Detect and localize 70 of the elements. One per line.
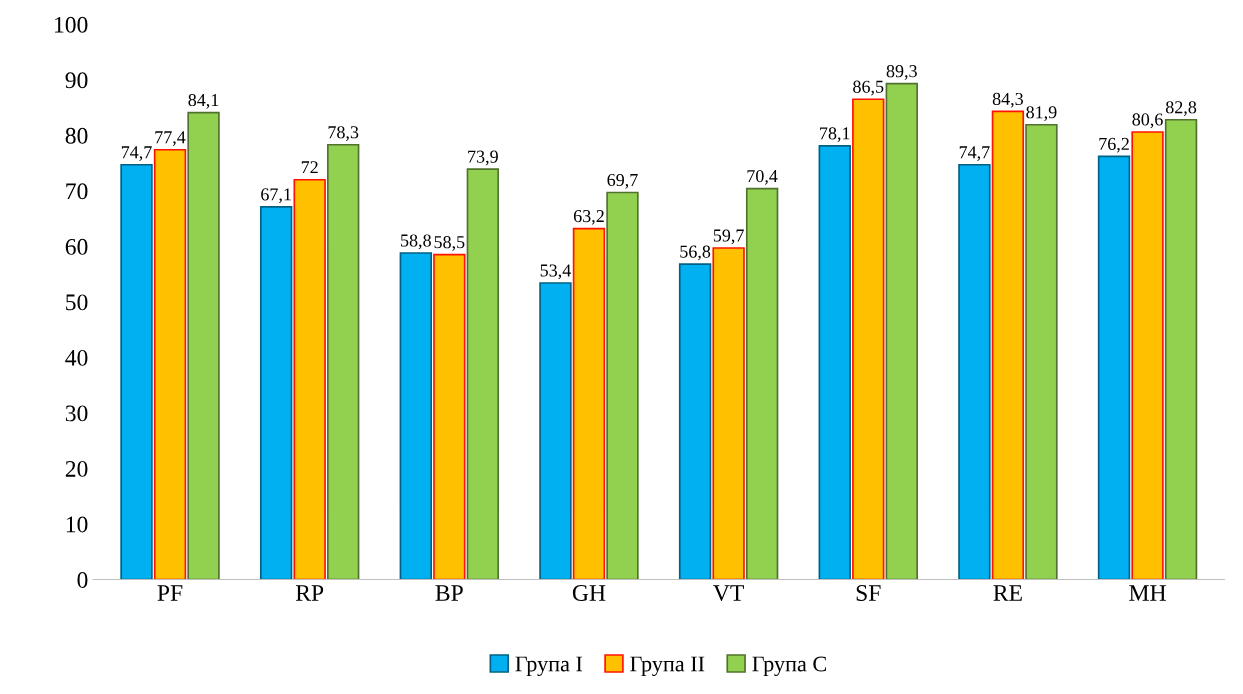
- y-tick-label: 20: [65, 460, 88, 477]
- data-label: 53,4: [540, 264, 571, 280]
- bar: [991, 110, 1025, 580]
- bar: [606, 191, 639, 580]
- bar: [572, 227, 606, 580]
- legend-label: Група II: [630, 656, 705, 677]
- bar: [293, 178, 326, 580]
- data-label: 77,4: [155, 131, 186, 146]
- bar: [153, 148, 187, 580]
- data-label: 58,5: [434, 236, 465, 251]
- data-label: 70,4: [747, 170, 778, 185]
- bar: [818, 145, 851, 580]
- y-tick-label: 40: [65, 349, 88, 366]
- y-tick-label: 10: [66, 516, 88, 533]
- y-tick-label: 100: [55, 16, 88, 33]
- bar: [120, 163, 153, 580]
- y-tick-label: 70: [66, 183, 88, 200]
- bar: [326, 143, 360, 580]
- bar: [885, 82, 918, 580]
- bar: [187, 111, 220, 580]
- bar: [433, 253, 466, 580]
- x-tick-label: PF: [157, 585, 183, 601]
- data-label: 59,7: [713, 229, 744, 245]
- y-tick-label: 80: [65, 127, 88, 144]
- bar: [852, 98, 885, 580]
- y-tick-label: 60: [65, 238, 88, 255]
- bar: [745, 187, 779, 580]
- data-label: 84,1: [188, 93, 219, 109]
- data-label: 74,7: [121, 146, 152, 161]
- data-label: 78,3: [328, 126, 359, 141]
- data-label: 82,8: [1165, 101, 1197, 116]
- x-tick-label: VT: [713, 585, 744, 602]
- legend-label: Група C: [752, 656, 826, 677]
- x-tick-label: SF: [856, 585, 881, 601]
- data-label: 84,3: [992, 92, 1023, 108]
- data-label: 76,2: [1099, 137, 1129, 153]
- x-tick-label: RE: [993, 585, 1022, 601]
- data-label: 69,7: [607, 173, 638, 189]
- y-tick-label: 90: [65, 72, 88, 89]
- bar: [399, 252, 433, 580]
- x-tick-label: RP: [295, 585, 324, 601]
- x-tick-label: GH: [572, 585, 606, 601]
- x-tick-label: MH: [1129, 585, 1166, 601]
- data-label: 74,7: [959, 146, 990, 161]
- data-label: 81,9: [1026, 106, 1057, 121]
- bar: [466, 168, 500, 580]
- data-label: 67,1: [261, 188, 291, 204]
- y-tick-label: 50: [66, 294, 88, 311]
- bar: [1097, 155, 1131, 580]
- data-label: 58,8: [401, 234, 431, 250]
- data-label: 89,3: [886, 65, 917, 80]
- x-tick-label: BP: [435, 585, 463, 601]
- bar: [1025, 123, 1058, 580]
- data-label: 72: [301, 161, 318, 174]
- y-tick-label: 0: [77, 571, 88, 588]
- data-label: 63,2: [573, 210, 604, 225]
- data-label: 78,1: [820, 127, 850, 143]
- y-tick-label: 30: [65, 405, 88, 422]
- bar: [958, 163, 991, 580]
- bar: [259, 206, 293, 580]
- data-label: 73,9: [468, 150, 498, 166]
- bar: [1164, 118, 1198, 580]
- bar: [712, 247, 745, 580]
- bar: [539, 282, 572, 580]
- data-label: 80,6: [1132, 113, 1163, 129]
- data-label: 86,5: [853, 80, 884, 96]
- legend-label: Група I: [515, 656, 583, 677]
- bar: [1131, 131, 1164, 580]
- bar: [678, 263, 712, 580]
- data-label: 56,8: [680, 245, 711, 261]
